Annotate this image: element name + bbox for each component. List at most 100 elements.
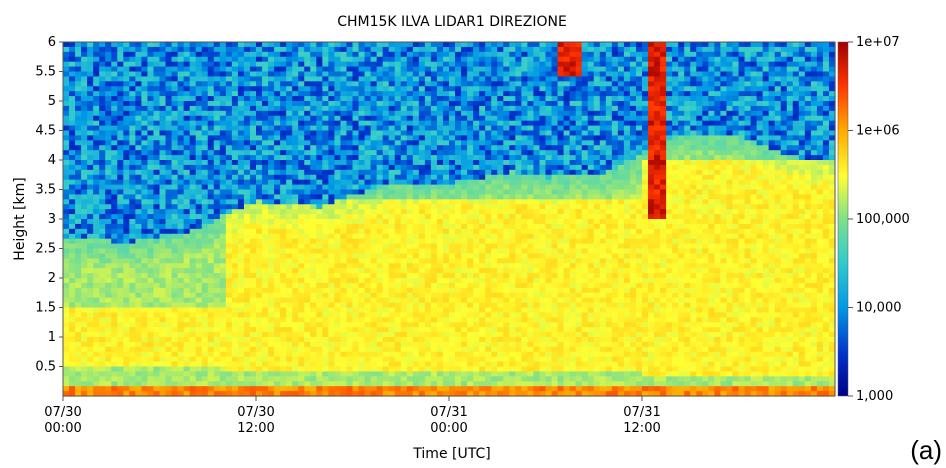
heatmap-cell [105,233,112,240]
heatmap-cell [382,391,390,397]
heatmap-cell [93,263,100,269]
heatmap-cell [382,101,390,107]
heatmap-cell [237,135,245,141]
heatmap-cell [177,346,185,353]
heatmap-cell [382,169,390,176]
heatmap-cell [213,120,221,127]
heatmap-cell [455,302,462,309]
heatmap-cell [400,223,408,230]
heatmap-cell [322,86,329,92]
heatmap-cell [243,204,251,210]
heatmap-cell [298,351,305,358]
heatmap-cell [274,105,281,112]
heatmap-cell [455,164,462,171]
heatmap-cell [280,307,287,314]
heatmap-cell [195,164,203,171]
heatmap-cell [424,341,432,348]
heatmap-cell [430,214,438,220]
heatmap-cell [346,312,354,318]
heatmap-cell [436,150,444,156]
heatmap-cell [225,322,233,328]
heatmap-cell [135,263,143,269]
heatmap-cell [334,169,342,176]
heatmap-cell [225,189,233,196]
heatmap-cell [237,174,245,181]
heatmap-cell [328,81,336,87]
heatmap-cell [364,292,372,299]
heatmap-cell [286,302,293,309]
heatmap-cell [256,199,263,205]
heatmap-cell [81,361,88,368]
heatmap-cell [340,61,348,68]
heatmap-cell [117,194,124,200]
heatmap-cell [370,96,378,102]
heatmap-cell [135,233,143,240]
heatmap-cell [382,278,390,284]
heatmap-cell [141,120,149,127]
heatmap-cell [268,273,275,279]
heatmap-cell [165,189,173,196]
heatmap-cell [340,86,348,92]
heatmap-cell [461,140,468,146]
heatmap-cell [159,248,167,255]
heatmap-cell [358,327,366,333]
heatmap-cell [111,209,118,215]
heatmap-cell [286,194,293,200]
heatmap-cell [75,253,82,259]
heatmap-cell [286,105,293,112]
heatmap-cell [99,282,106,289]
heatmap-cell [93,61,100,68]
heatmap-cell [237,71,245,78]
heatmap-cell [81,160,88,166]
heatmap-cell [237,332,245,338]
heatmap-cell [274,66,281,73]
heatmap-cell [473,130,480,137]
heatmap-cell [237,258,245,264]
heatmap-cell [400,164,408,171]
heatmap-cell [322,42,329,48]
heatmap-cell [165,169,173,176]
heatmap-cell [111,361,118,368]
heatmap-cell [280,115,287,122]
heatmap-cell [123,282,130,289]
heatmap-cell [406,371,414,377]
heatmap-cell [249,219,257,225]
heatmap-cell [280,233,287,240]
heatmap-cell [316,356,323,363]
heatmap-cell [153,179,161,186]
heatmap-cell [455,361,462,368]
heatmap-cell [473,292,480,299]
heatmap-cell [467,233,474,240]
heatmap-cell [467,110,474,117]
heatmap-cell [370,61,378,68]
heatmap-cell [376,179,384,186]
heatmap-cell [105,253,112,259]
heatmap-cell [262,263,269,269]
heatmap-cell [262,71,269,78]
heatmap-cell [473,233,480,240]
heatmap-cell [213,56,221,63]
heatmap-cell [63,386,70,392]
heatmap-cell [141,199,149,205]
heatmap-cell [473,332,480,338]
heatmap-cell [394,238,402,245]
heatmap-cell [304,282,311,289]
heatmap-cell [455,204,462,210]
heatmap-cell [99,292,106,299]
heatmap-cell [328,263,336,269]
heatmap-cell [105,86,112,92]
heatmap-cell [81,371,88,377]
heatmap-cell [213,150,221,156]
heatmap-cell [81,179,88,186]
heatmap-cell [406,253,414,259]
heatmap-cell [461,214,468,220]
heatmap-cell [201,307,209,314]
heatmap-cell [436,214,444,220]
heatmap-cell [286,371,293,377]
heatmap-cell [81,155,88,161]
heatmap-cell [430,371,438,377]
heatmap-cell [195,160,203,166]
heatmap-cell [69,282,76,289]
heatmap-cell [75,169,82,176]
heatmap-cell [69,130,76,137]
